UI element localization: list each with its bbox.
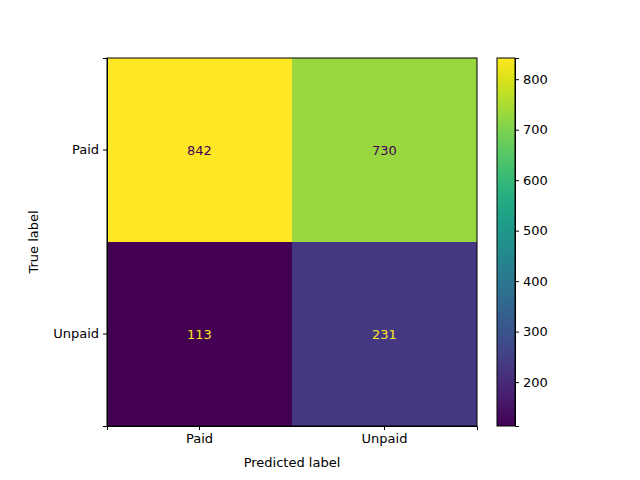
y-axis-title: True label	[26, 210, 41, 274]
tick-label: Unpaid	[362, 431, 408, 446]
tick-mark	[103, 334, 107, 335]
tick-label: Paid	[186, 431, 213, 446]
data-label: 113	[187, 327, 212, 342]
tick: 700	[515, 122, 548, 137]
tick-label: 800	[523, 72, 548, 87]
axis-line	[103, 59, 108, 427]
tick-mark	[199, 426, 200, 430]
cells	[107, 58, 477, 426]
tick-mark	[515, 231, 519, 232]
tick: 400	[515, 274, 548, 289]
tick: Paid	[72, 142, 107, 157]
tick-mark	[515, 382, 519, 383]
tick: Unpaid	[362, 426, 408, 446]
tick-label: 700	[523, 122, 548, 137]
x-axis: Paid Unpaid	[108, 426, 478, 446]
x-axis-title: Predicted label	[244, 455, 341, 470]
cell	[107, 58, 293, 243]
tick-mark	[103, 150, 107, 151]
data-label: 231	[372, 327, 397, 342]
tick-mark	[515, 180, 519, 181]
tick-mark	[384, 426, 385, 430]
tick-mark	[515, 281, 519, 282]
colorbar	[497, 58, 515, 426]
tick: 300	[515, 324, 548, 339]
data-label: 730	[372, 143, 397, 158]
data-label: 842	[187, 143, 212, 158]
y-axis: Paid Unpaid	[53, 59, 107, 427]
colorbar-axis: 200 300 400 500 600 700 800	[515, 59, 548, 427]
tick-label: 400	[523, 274, 548, 289]
tick: 500	[515, 223, 548, 238]
tick-mark	[515, 332, 519, 333]
data-labels: 842 730 113 231	[187, 143, 397, 342]
plot-frame	[107, 58, 477, 426]
tick: 600	[515, 173, 548, 188]
cell	[292, 58, 477, 243]
tick: Unpaid	[53, 326, 107, 341]
tick: 800	[515, 72, 548, 87]
tick-label: 500	[523, 223, 548, 238]
tick-label: 300	[523, 324, 548, 339]
tick-label: Unpaid	[53, 326, 99, 341]
cell	[292, 242, 477, 426]
tick-label: 200	[523, 375, 548, 390]
tick-label: 600	[523, 173, 548, 188]
tick-mark	[515, 130, 519, 131]
axis-line	[108, 427, 478, 431]
tick: 200	[515, 375, 548, 390]
cell	[107, 242, 293, 426]
axis-line	[516, 59, 520, 427]
tick: Paid	[186, 426, 213, 446]
tick-label: Paid	[72, 142, 99, 157]
tick-mark	[515, 79, 519, 80]
chart: 842 730 113 231 Paid Unpaid Paid Unpaid Predicte…	[0, 0, 640, 480]
